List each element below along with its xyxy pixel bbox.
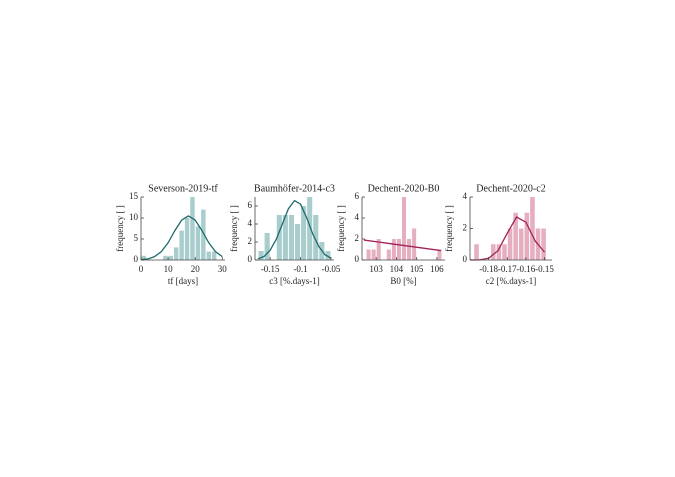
bar [307,197,313,260]
bar [541,228,546,260]
bar [496,244,502,260]
x-tick-label: 20 [191,264,201,274]
bar [288,215,294,260]
x-tick-label: -0.15 [535,264,554,274]
y-tick-label: 0 [355,254,360,264]
bar [491,244,496,260]
bar [264,233,270,260]
bar [371,249,376,260]
x-tick-label: 10 [164,264,174,274]
bar [396,239,401,260]
y-tick-label: 6 [248,200,253,210]
x-axis-label: B0 [%] [390,276,416,286]
bar [258,251,264,260]
y-tick-label: 2 [248,236,253,246]
bar [163,255,168,260]
x-tick-label: 30 [218,264,228,274]
x-axis-label: tf [days] [168,276,198,286]
y-tick-label: 10 [129,212,139,222]
bar [201,209,206,260]
bar [386,249,391,260]
x-tick-label: -0.05 [322,264,341,274]
y-tick-label: 6 [355,191,360,201]
bar [301,206,307,260]
x-tick-label: 0 [139,264,144,274]
bar [141,255,146,260]
y-tick-label: 2 [463,223,468,233]
x-tick-label: -0.18 [479,264,498,274]
y-tick-label: 4 [355,212,360,222]
bar [412,228,417,260]
bar [206,251,211,260]
x-axis-label: c2 [%.days-1] [486,276,536,286]
chart-title: Baumhöfer-2014-c3 [254,183,335,194]
x-tick-label: -0.16 [517,264,536,274]
bar [174,247,179,260]
bar [518,228,524,260]
bar [282,215,288,260]
x-tick-label: -0.17 [498,264,517,274]
bar [366,249,371,260]
y-tick-label: 0 [134,254,139,264]
bar [179,230,184,260]
fit-line [363,239,442,252]
chart-title: Dechent-2020-c2 [476,183,545,194]
bar [295,224,301,260]
y-tick-label: 2 [355,233,360,243]
x-tick-label: -0.15 [261,264,280,274]
bar [437,249,442,260]
bar [184,218,190,260]
bar [313,215,319,260]
x-tick-label: -0.1 [293,264,307,274]
x-axis-label: c3 [%.days-1] [269,276,319,286]
bar [211,251,217,260]
x-tick-label: 105 [410,264,424,274]
bar [325,251,331,260]
y-tick-label: 4 [248,218,253,228]
fit-line [140,215,223,261]
y-tick-label: 0 [463,254,468,264]
y-axis-label: frequency [ ] [336,205,346,251]
bar [168,255,174,260]
bar [195,226,201,260]
chart-title: Dechent-2020-B0 [368,183,440,194]
y-axis-label: frequency [ ] [115,205,125,251]
y-tick-label: 4 [463,191,468,201]
bar [507,228,513,260]
bar [524,212,530,260]
chart-title: Severson-2019-tf [148,183,218,194]
y-tick-label: 15 [129,191,139,201]
fit-line [469,216,546,261]
x-tick-label: 104 [390,264,404,274]
y-tick-label: 5 [134,233,139,243]
y-tick-label: 0 [248,254,253,264]
y-axis-label: frequency [ ] [229,205,239,251]
y-axis-label: frequency [ ] [444,205,454,251]
bar [513,212,518,260]
bar [401,197,407,260]
x-tick-label: 106 [430,264,444,274]
bar [502,244,507,260]
bar [276,215,282,260]
bar [407,239,412,260]
bar [376,239,381,260]
bar [391,239,396,260]
bar [190,197,195,260]
fit-line [257,199,332,260]
bar [474,244,479,260]
bar [530,197,535,260]
x-tick-label: 103 [369,264,383,274]
